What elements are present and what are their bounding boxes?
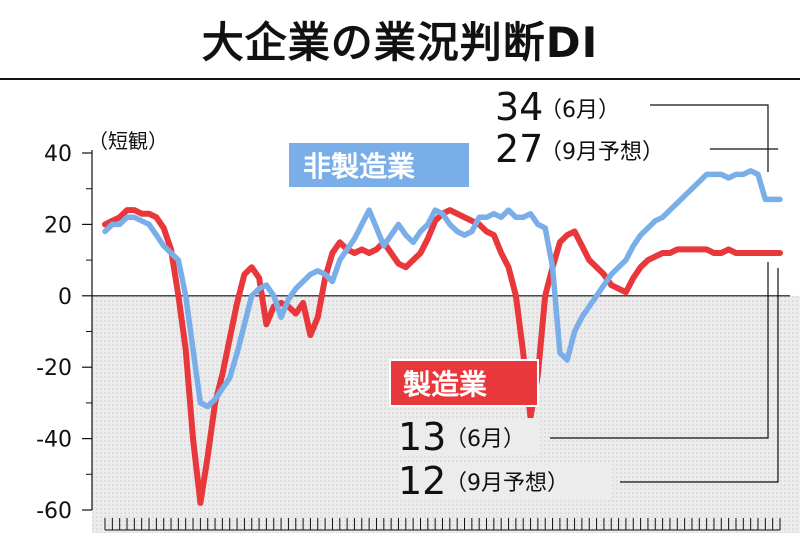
callout-nonmfg-june-note: （6月） <box>540 98 620 123</box>
callout-mfg-june-value: 13 <box>398 415 446 459</box>
series-line-nonmanufacturing <box>102 168 783 410</box>
y-tick-label: 20 <box>44 213 72 238</box>
y-tick-label: 0 <box>58 285 72 310</box>
axis-label-strip <box>0 80 92 533</box>
y-tick-label: -60 <box>36 499 72 524</box>
callout-bg <box>398 418 538 456</box>
callout-mfg-sept-value: 12 <box>398 459 446 503</box>
callout-mfg-june-note: （6月） <box>445 427 525 452</box>
nonmfg-series-label: 非製造業 <box>303 150 415 183</box>
mfg-label-box <box>389 359 539 407</box>
callout-mfg-sept-note: （9月予想） <box>445 471 569 496</box>
leader-mfg-june <box>550 262 769 439</box>
leader-mfg-sept <box>620 268 779 483</box>
callout-nonmfg-june: 34 （6月） <box>494 85 654 129</box>
callout-nonmfg-june-value: 34 <box>495 85 543 129</box>
leader-nonmfg-june <box>650 104 769 172</box>
callout-bg <box>494 92 654 124</box>
callout-bg <box>398 462 610 500</box>
mfg-label-group: 製造業 <box>389 359 539 407</box>
callout-mfg-june: 13 （6月） <box>398 415 538 459</box>
mfg-series-label: 製造業 <box>403 368 487 401</box>
callout-mfg-sept: 12 （9月予想） <box>398 459 610 503</box>
chart-title: 大企業の業況判断DI <box>201 17 599 67</box>
callout-nonmfg-sept-value: 27 <box>495 127 543 171</box>
nonmfg-label-box <box>287 141 471 189</box>
title-bar: 大企業の業況判断DI <box>0 0 800 80</box>
callout-nonmfg-sept: 27 （9月予想） <box>494 127 704 171</box>
y-tick-label: -40 <box>36 428 72 453</box>
nonmfg-label-group: 非製造業 <box>287 141 471 189</box>
y-tick-label: 40 <box>44 142 72 167</box>
unit-label: （短観） <box>88 129 168 153</box>
callout-bg <box>494 132 704 168</box>
callout-nonmfg-sept-note: （9月予想） <box>540 140 664 165</box>
y-tick-label: -20 <box>36 356 72 381</box>
